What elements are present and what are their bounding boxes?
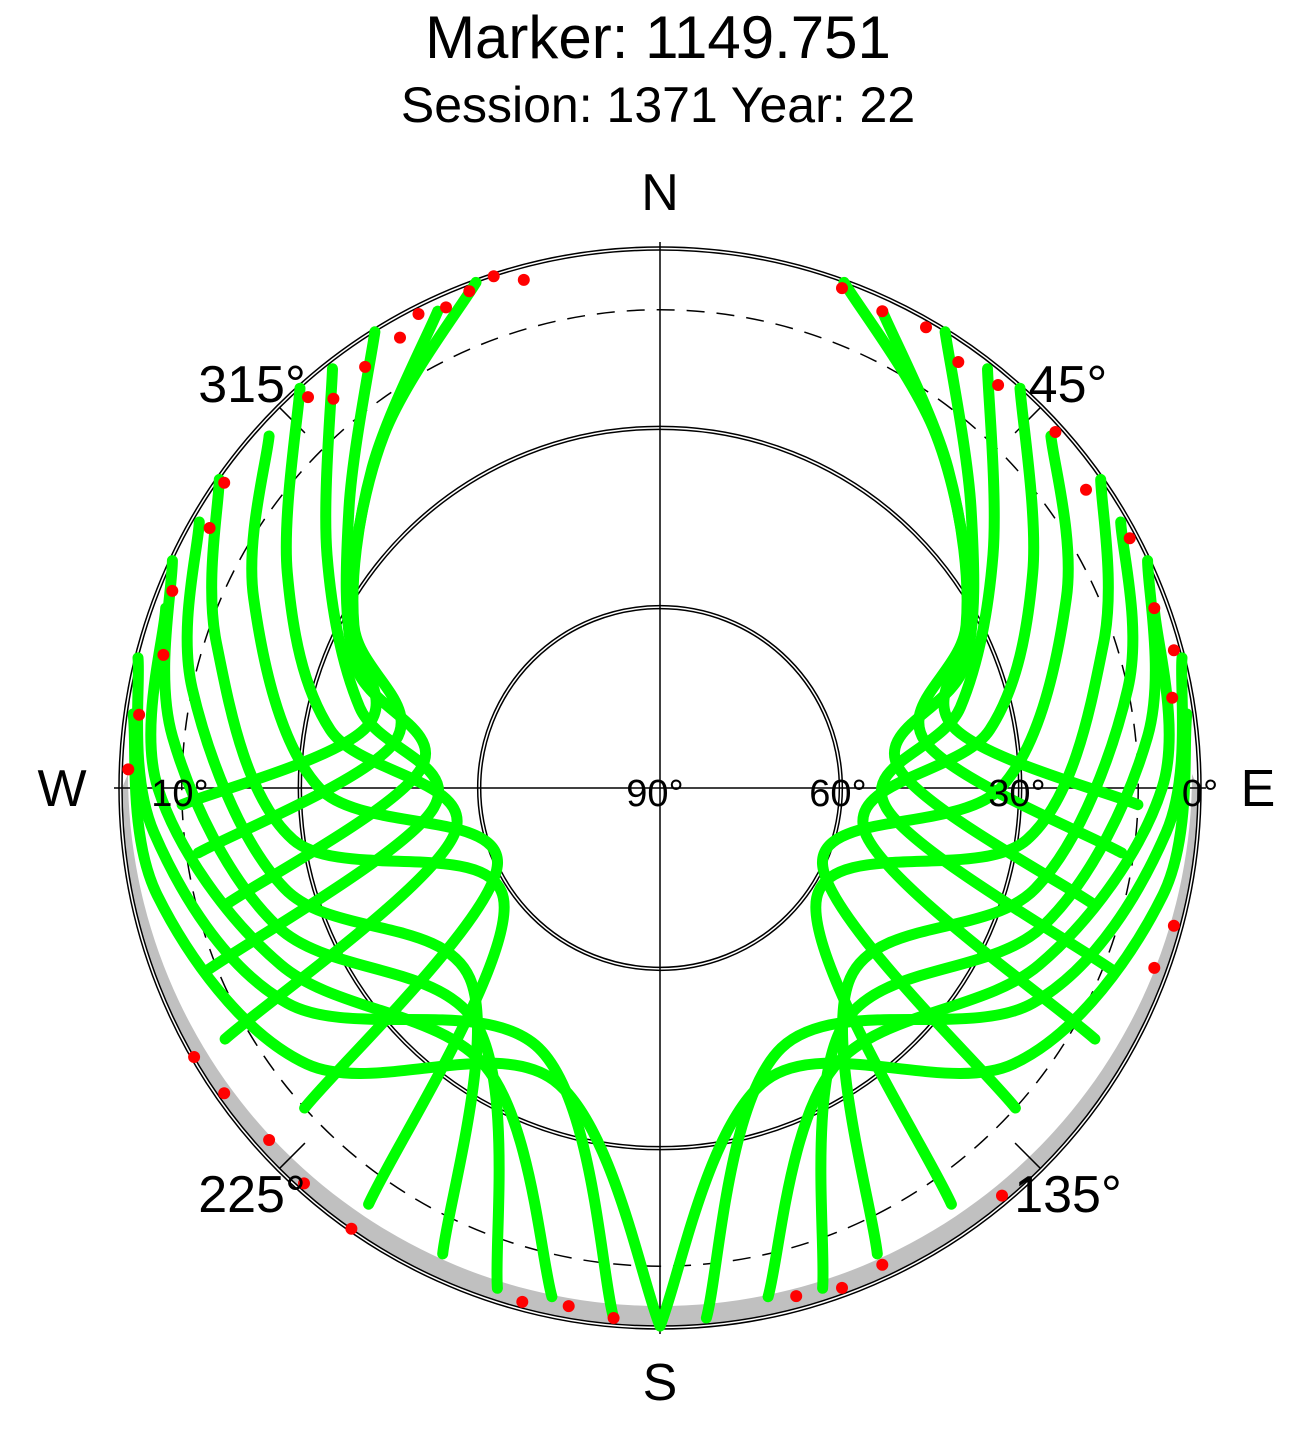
axis-labels: N S W E 45° 135° 225° 315° 0° 30° 60° 90… <box>37 164 1275 1412</box>
flagged-point-19 <box>345 1222 358 1235</box>
flagged-point-38 <box>836 1281 848 1294</box>
elevation-label-0: 0° <box>1182 773 1218 815</box>
satellite-tracks <box>127 276 1193 1332</box>
flagged-point-37 <box>876 1258 889 1271</box>
flagged-point-13 <box>133 708 146 721</box>
flagged-point-36 <box>996 1189 1008 1202</box>
flagged-point-12 <box>157 648 170 661</box>
flagged-point-24 <box>876 305 889 318</box>
flagged-point-34 <box>1167 919 1180 932</box>
flagged-point-30 <box>1123 532 1136 545</box>
flagged-point-27 <box>992 379 1005 391</box>
satellite-track-23 <box>654 708 1193 1332</box>
flagged-point-26 <box>952 356 965 368</box>
flagged-point-28 <box>1049 426 1062 438</box>
chart-title: Marker: 1149.751 <box>425 4 891 71</box>
flagged-point-31 <box>1148 602 1161 615</box>
flagged-point-2 <box>463 285 476 298</box>
flagged-point-7 <box>327 392 340 405</box>
flagged-point-6 <box>359 360 372 373</box>
satellite-track-3 <box>200 363 445 978</box>
satellite-track-8 <box>159 555 505 1294</box>
flagged-point-25 <box>920 321 932 334</box>
elevation-label-30: 30° <box>988 773 1045 815</box>
azimuth-label-135: 135° <box>1014 1166 1122 1224</box>
chart-subtitle: Session: 1371 Year: 22 <box>400 77 916 133</box>
flagged-point-3 <box>487 270 500 283</box>
satellite-track-20 <box>815 555 1161 1294</box>
satellite-track-22 <box>700 652 1189 1324</box>
satellite-track-9 <box>145 602 558 1303</box>
flagged-point-11 <box>166 584 179 597</box>
satellite-track-10 <box>131 652 620 1324</box>
flagged-point-20 <box>516 1295 529 1308</box>
satellite-track-11 <box>127 708 666 1332</box>
flagged-point-35 <box>1148 961 1161 974</box>
flagged-point-0 <box>412 308 425 320</box>
flagged-point-5 <box>394 331 406 344</box>
flagged-point-22 <box>607 1312 620 1324</box>
satellite-track-21 <box>762 602 1175 1303</box>
satellite-track-14 <box>889 326 1099 910</box>
compass-south-label: S <box>643 1354 678 1412</box>
satellite-track-17 <box>816 430 1074 1114</box>
flagged-point-33 <box>1166 691 1179 704</box>
flagged-point-14 <box>122 763 135 776</box>
compass-west-label: W <box>37 760 86 818</box>
satellite-track-19 <box>837 516 1139 1260</box>
azimuth-label-45: 45° <box>1029 356 1108 414</box>
azimuth-label-225: 225° <box>198 1166 306 1224</box>
elevation-label-10: 10° <box>151 773 208 815</box>
compass-east-label: E <box>1241 760 1276 818</box>
flagged-point-10 <box>203 522 216 534</box>
flagged-point-4 <box>517 273 530 286</box>
flagged-point-32 <box>1167 644 1180 657</box>
azimuth-tick-135 <box>1014 1142 1041 1169</box>
elevation-label-90: 90° <box>626 773 683 815</box>
azimuth-tick-225 <box>279 1142 306 1169</box>
azimuth-label-315: 315° <box>198 356 306 414</box>
flagged-point-9 <box>218 476 231 489</box>
flagged-point-8 <box>302 391 314 404</box>
compass-north-label: N <box>641 164 679 222</box>
flagged-point-39 <box>790 1290 803 1303</box>
flagged-observations <box>122 270 1180 1324</box>
satellite-track-2 <box>221 326 431 910</box>
flagged-point-16 <box>218 1087 231 1100</box>
flagged-point-21 <box>562 1300 575 1313</box>
satellite-track-15 <box>875 363 1120 978</box>
satellite-track-5 <box>246 430 504 1114</box>
flagged-point-29 <box>1080 483 1092 496</box>
flagged-point-15 <box>188 1051 201 1063</box>
flagged-point-1 <box>440 301 452 314</box>
elevation-label-60: 60° <box>809 773 866 815</box>
flagged-point-17 <box>263 1134 276 1146</box>
satellite-track-7 <box>181 516 483 1260</box>
flagged-point-18 <box>298 1177 310 1190</box>
flagged-point-23 <box>836 282 848 295</box>
